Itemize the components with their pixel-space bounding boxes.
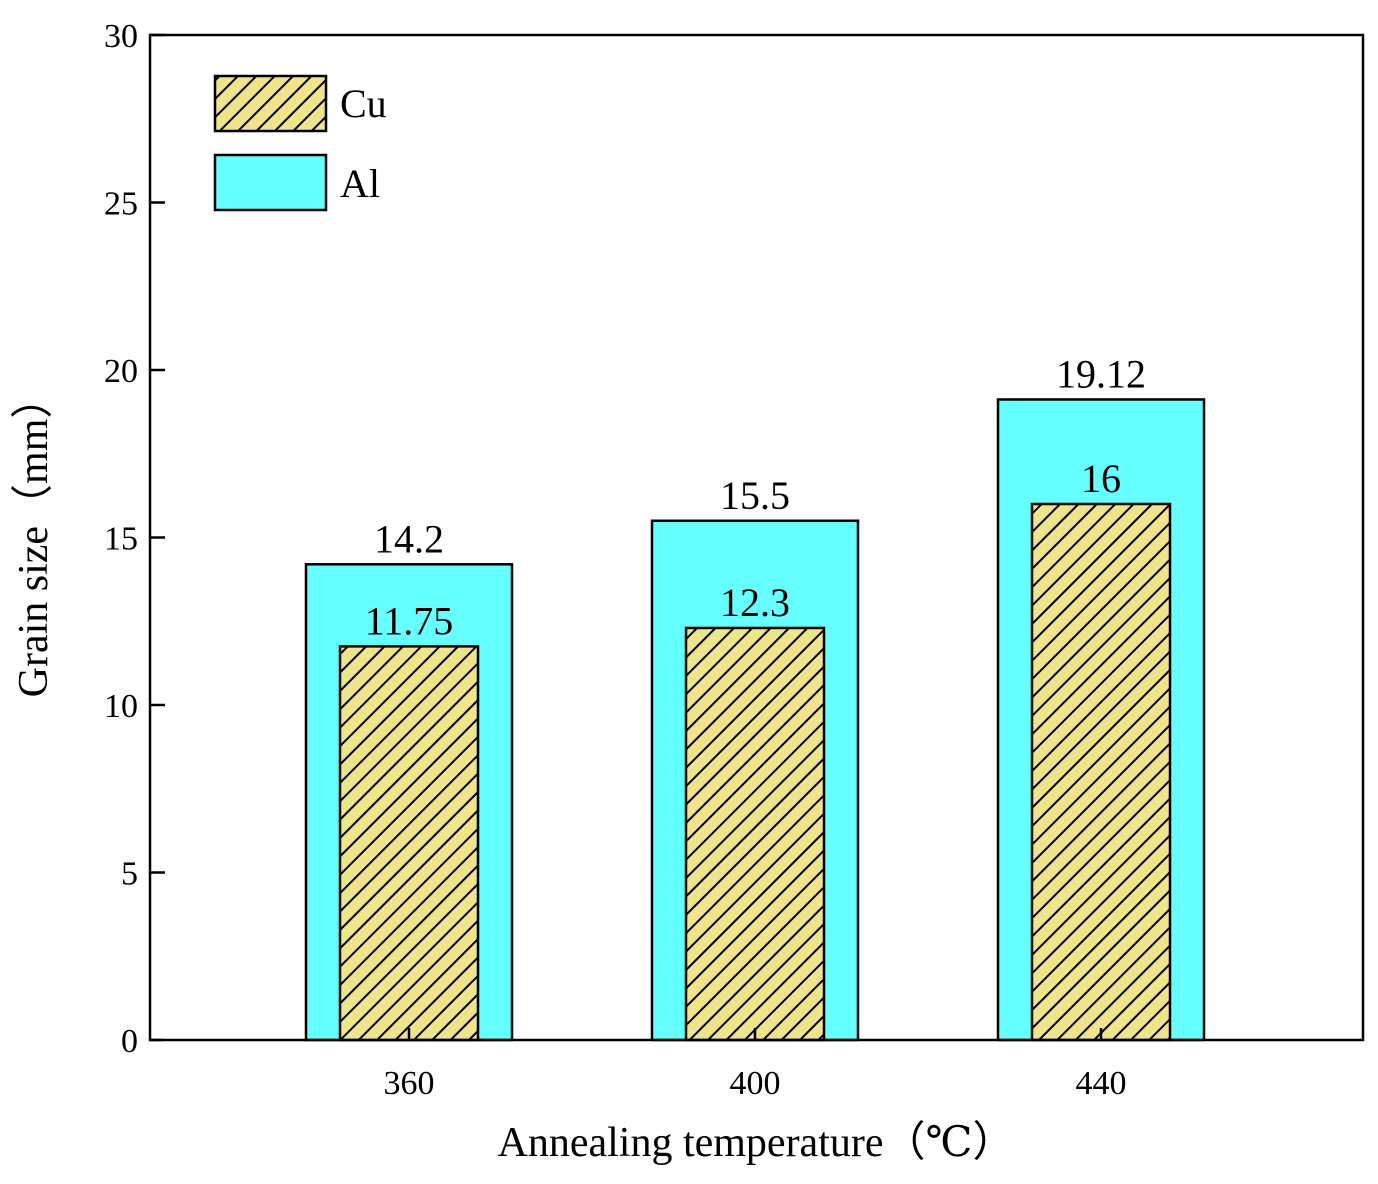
- data-label-al-440: 19.12: [1056, 351, 1146, 396]
- x-tick-label-360: 360: [384, 1065, 435, 1102]
- y-tick-label-20: 20: [104, 353, 138, 390]
- y-tick-label-25: 25: [104, 186, 138, 223]
- y-axis-title: Grain size（mm）: [11, 377, 57, 698]
- data-label-al-360: 14.2: [374, 516, 444, 561]
- x-tick-label-440: 440: [1076, 1065, 1127, 1102]
- data-label-cu-440: 16: [1081, 456, 1121, 501]
- data-label-cu-360: 11.75: [365, 598, 454, 643]
- legend-label-al: Al: [340, 161, 380, 206]
- bar-cu-400: [684, 626, 826, 1042]
- data-labels-layer: 14.2 11.75 15.5 12.3 19.12 16: [365, 351, 1146, 643]
- data-label-al-400: 15.5: [720, 473, 790, 518]
- x-axis-title: Annealing temperature（℃）: [498, 1120, 1015, 1166]
- bars-layer: [304, 398, 1206, 1042]
- legend-swatch-al: [213, 153, 328, 212]
- legend-swatch-cu: [213, 74, 328, 133]
- data-label-cu-400: 12.3: [720, 580, 790, 625]
- y-tick-label-0: 0: [121, 1023, 138, 1060]
- legend: Cu Al: [213, 74, 387, 212]
- legend-label-cu: Cu: [340, 81, 387, 126]
- y-tick-label-10: 10: [104, 688, 138, 725]
- x-axis: 360 400 440: [384, 1028, 1127, 1102]
- y-tick-label-5: 5: [121, 856, 138, 893]
- bar-cu-440: [1030, 502, 1172, 1042]
- y-tick-label-15: 15: [104, 521, 138, 558]
- y-tick-label-30: 30: [104, 18, 138, 55]
- bar-cu-360: [338, 645, 480, 1042]
- x-tick-label-400: 400: [730, 1065, 781, 1102]
- y-axis: 0 5 10 15 20 25 30: [104, 18, 165, 1060]
